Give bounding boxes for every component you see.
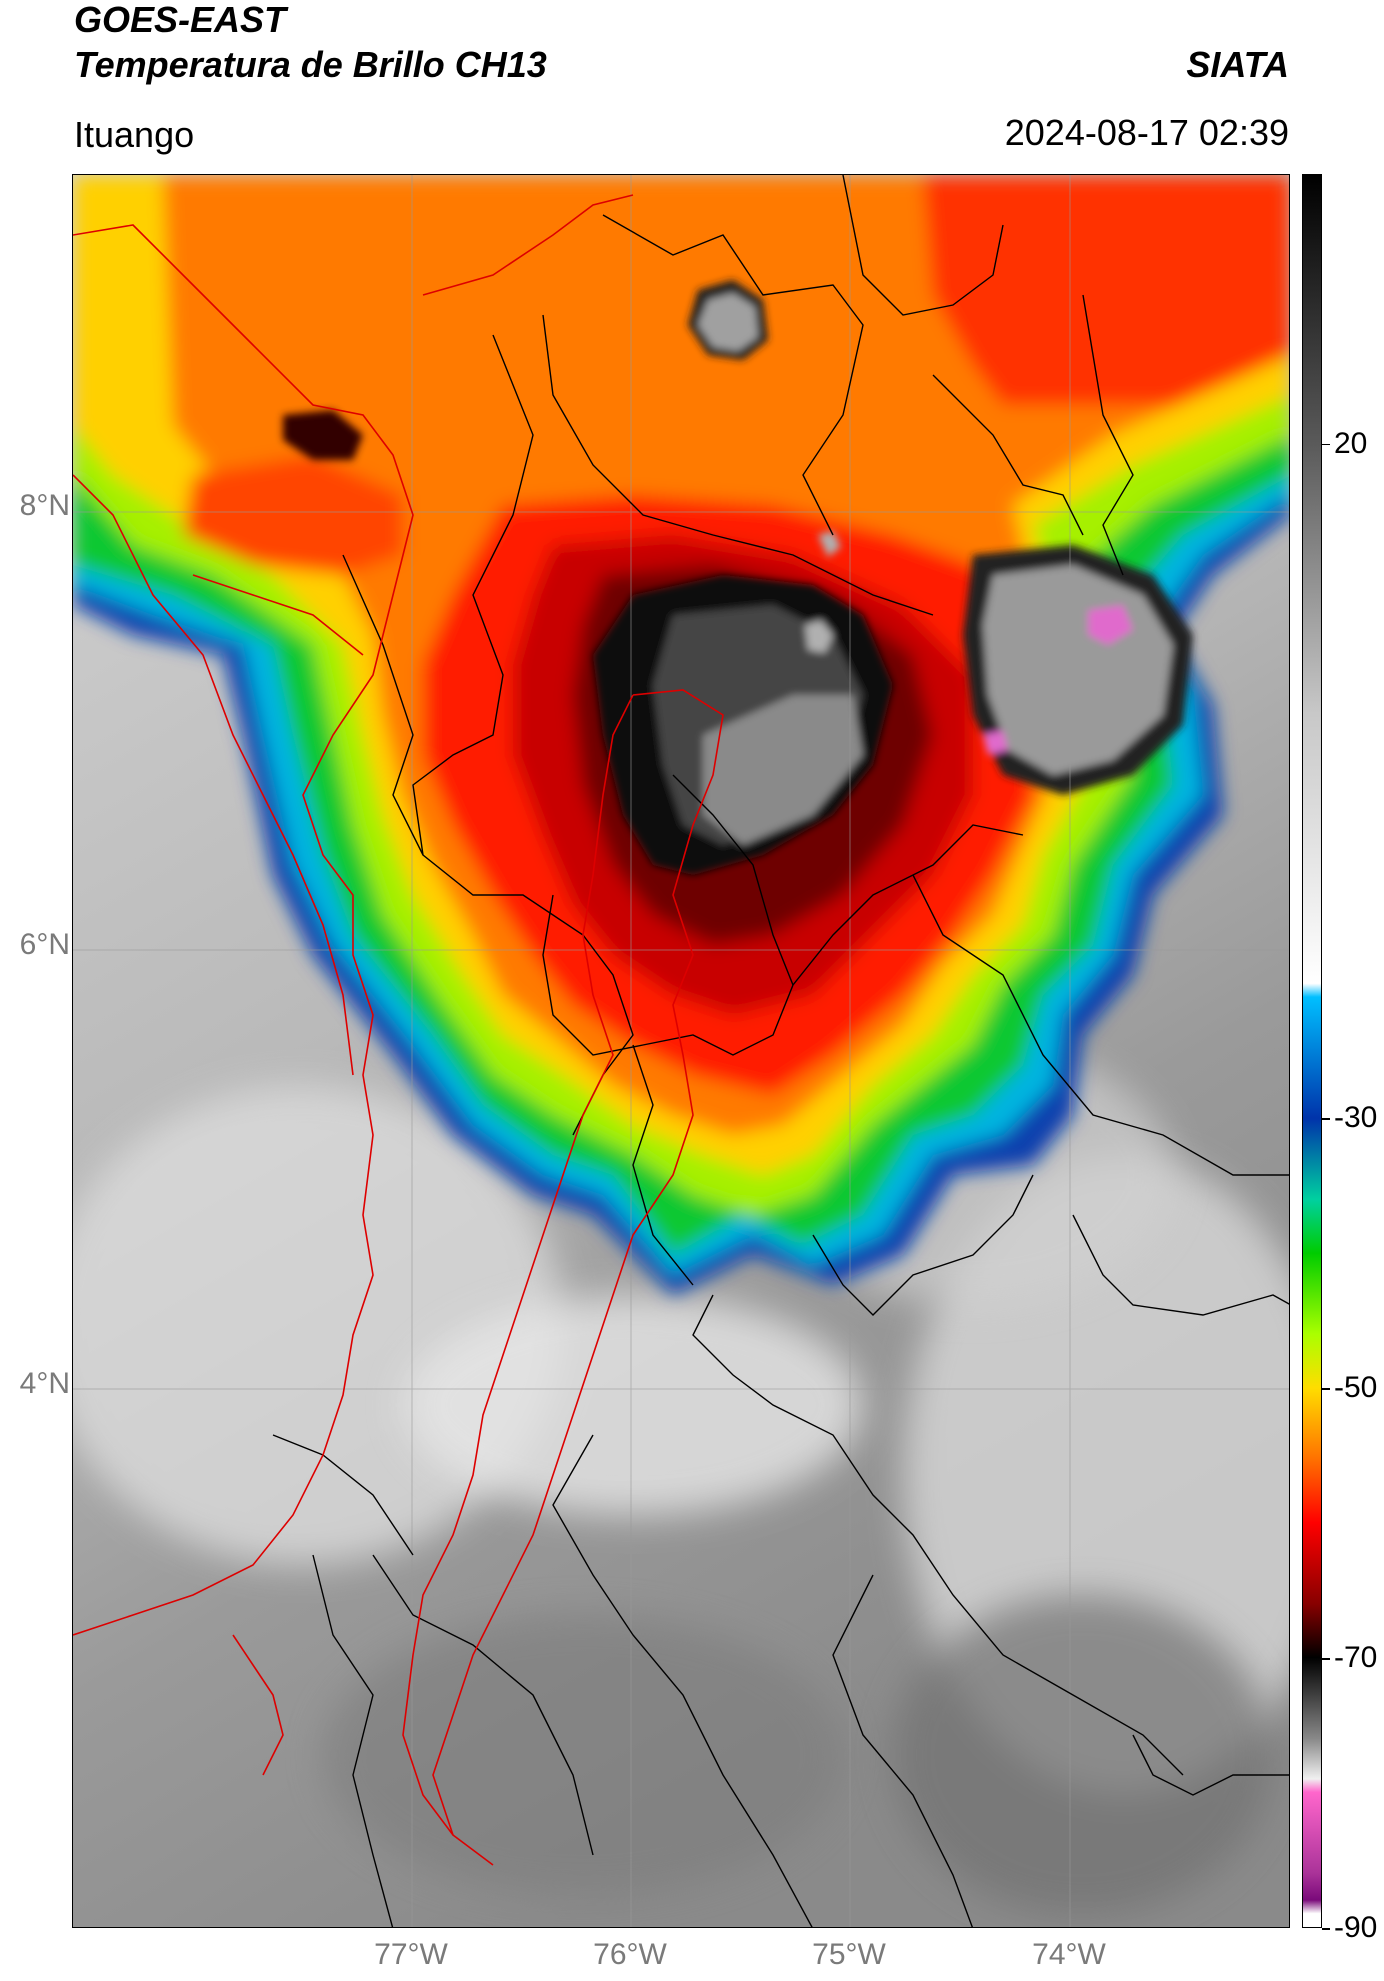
satellite-title: GOES-EAST	[74, 0, 287, 40]
lat-label-4n: 4°N	[19, 1367, 70, 1400]
colorbar-tick	[1322, 443, 1330, 446]
colorbar-tick	[1322, 1658, 1330, 1660]
lat-label-6n: 6°N	[19, 928, 70, 961]
graticule	[73, 175, 1289, 1927]
colorbar-tick-label: -50	[1334, 1371, 1378, 1405]
regional-boundaries	[73, 194, 724, 1866]
lon-label-77w: 77°W	[374, 1938, 448, 1971]
lon-label-75w: 75°W	[812, 1938, 886, 1971]
colorbar-tick	[1322, 1388, 1330, 1390]
lat-label-8n: 8°N	[19, 489, 70, 522]
lon-label-74w: 74°W	[1032, 1938, 1106, 1971]
brightness-temperature-image	[73, 175, 1289, 1927]
colorbar-tick	[1322, 1118, 1330, 1120]
location-label: Ituango	[74, 114, 195, 155]
satellite-map[interactable]	[72, 174, 1290, 1928]
municipal-boundaries	[272, 175, 1289, 1927]
lon-label-76w: 76°W	[593, 1938, 667, 1971]
colorbar-tick-label: -30	[1334, 1101, 1378, 1135]
temperature-colorbar	[1302, 174, 1322, 1928]
colorbar-tick-label: -70	[1334, 1641, 1378, 1675]
colorbar-tick	[1322, 1928, 1330, 1930]
organization-label: SIATA	[1186, 44, 1289, 85]
colorbar-tick-label: 20	[1334, 426, 1368, 460]
colorbar-tick-label: -90	[1334, 1911, 1378, 1944]
product-title: Temperatura de Brillo CH13	[74, 44, 547, 85]
datetime-label: 2024-08-17 02:39	[1004, 112, 1289, 153]
